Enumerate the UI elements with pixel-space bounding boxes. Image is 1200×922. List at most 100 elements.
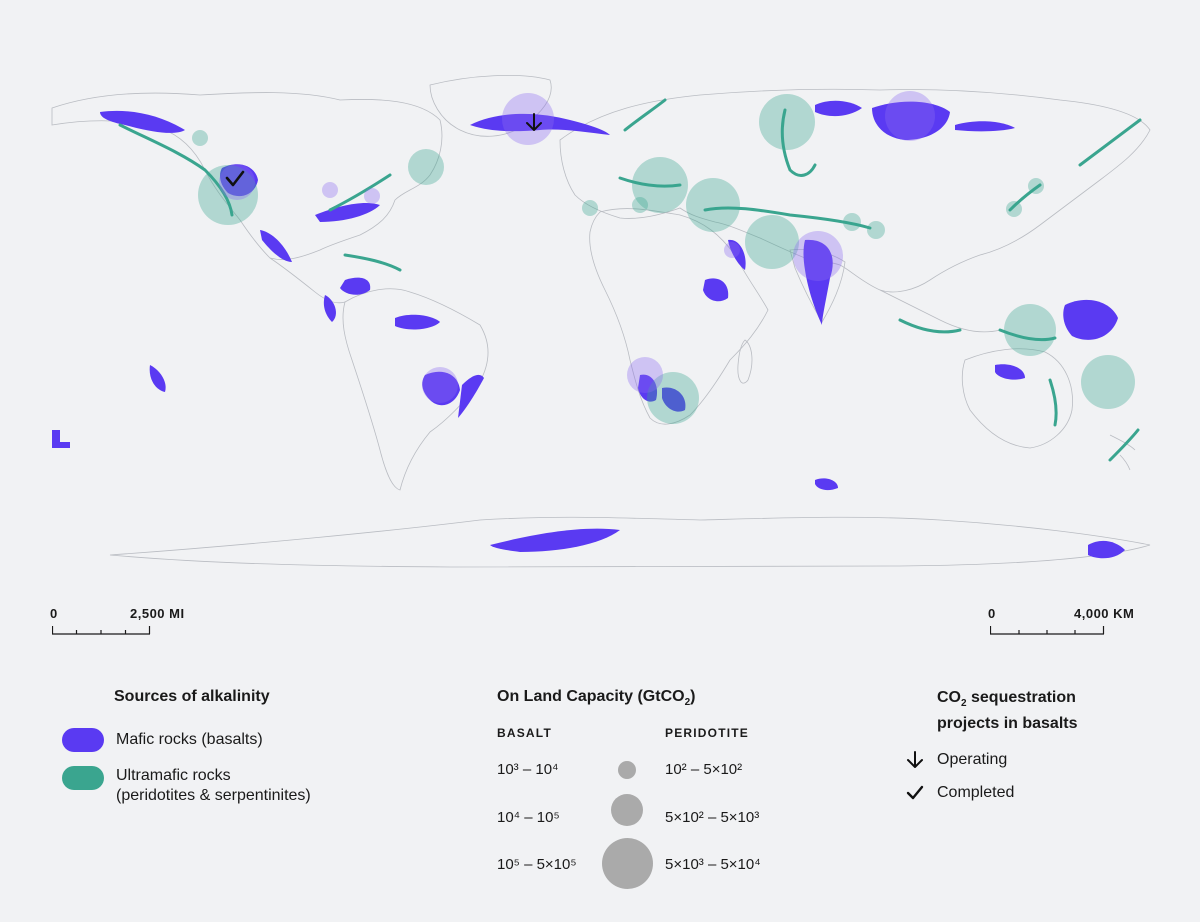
ultramafic-belt-asia-east bbox=[1078, 118, 1142, 167]
africa-outline bbox=[589, 208, 769, 425]
peridotite-circle-balkans bbox=[686, 178, 740, 232]
mafic-area-colombia bbox=[323, 295, 336, 322]
mafic-area-mexico bbox=[260, 230, 292, 262]
basalt-circle-parana bbox=[422, 367, 458, 403]
peridotite-range-large: 5×10³ – 5×10⁴ bbox=[665, 856, 761, 873]
central-america-outline bbox=[269, 257, 346, 304]
ultramafic-belt-australia bbox=[1048, 378, 1058, 427]
basalt-header: BASALT bbox=[497, 726, 552, 740]
scale-km-ruler bbox=[990, 626, 1105, 635]
mafic-area-siberia bbox=[872, 101, 950, 140]
ultramafic-belt-cordillera bbox=[118, 123, 234, 217]
scale-miles-zero: 0 bbox=[50, 606, 58, 621]
peridotite-circle-alaska bbox=[192, 130, 208, 146]
basalt-circle-iceland bbox=[502, 93, 554, 145]
peridotite-range-medium: 5×10² – 5×10³ bbox=[665, 809, 760, 826]
legend-projects-title: CO2 sequestration projects in basalts bbox=[937, 689, 1078, 733]
ultramafic-belt-southeast-asia bbox=[898, 318, 962, 334]
peridotite-circle-new-caledonia bbox=[1081, 355, 1135, 409]
legend-projects: CO2 sequestration projects in basalts Op… bbox=[905, 688, 1165, 816]
down-arrow-icon bbox=[907, 751, 923, 769]
mafic-area-amazon bbox=[395, 314, 440, 330]
completed-label: Completed bbox=[937, 784, 1015, 802]
mafic-label: Mafic rocks (basalts) bbox=[116, 731, 263, 748]
mafic-area-antarctica-east bbox=[1088, 540, 1125, 559]
peridotite-header: PERIDOTITE bbox=[665, 726, 750, 740]
peridotite-circle-southern-africa bbox=[647, 372, 699, 424]
mafic-area-ethiopia bbox=[703, 278, 729, 302]
land-outlines bbox=[51, 75, 1151, 568]
ultramafic-belt-urals bbox=[780, 108, 817, 177]
basalt-circle-north-america-east bbox=[364, 188, 380, 204]
new-zealand-outline bbox=[1109, 434, 1136, 471]
peridotite-circle-urals bbox=[759, 94, 815, 150]
basalt-capacity-circles bbox=[219, 91, 935, 403]
ultramafic-belt-japan bbox=[1008, 183, 1042, 212]
ultramafic-belt-caribbean bbox=[343, 253, 402, 272]
mafic-area-caribbean bbox=[340, 277, 371, 295]
scale-miles-ruler bbox=[52, 626, 151, 635]
ultramafic-sublabel: (peridotites & serpentinites) bbox=[116, 787, 311, 804]
basalt-circle-deccan bbox=[793, 231, 843, 281]
madagascar-outline bbox=[737, 339, 753, 384]
scale-km-zero: 0 bbox=[988, 606, 996, 621]
legend-alkalinity-title: Sources of alkalinity bbox=[114, 688, 270, 705]
scale-km-end: 4,000 KM bbox=[1074, 606, 1135, 621]
checkmark-icon bbox=[906, 785, 924, 800]
peridotite-circle-oman bbox=[745, 215, 799, 269]
legend-capacity: On Land Capacity (GtCO2) BASALT PERIDOTI… bbox=[497, 688, 827, 898]
legend-mafic-row: Mafic rocks (basalts) bbox=[62, 728, 422, 752]
mafic-area-deccan bbox=[803, 239, 833, 325]
ultramafic-swatch bbox=[62, 766, 104, 790]
peridotite-capacity-circles bbox=[192, 94, 1135, 424]
peridotite-circle-western-north-america bbox=[198, 165, 258, 225]
scale-bar-km: 0 4,000 KM bbox=[988, 606, 1160, 646]
peridotite-range-small: 10² – 5×10² bbox=[665, 761, 743, 778]
peridotite-circle-appalachian bbox=[408, 149, 444, 185]
basalt-range-small: 10³ – 10⁴ bbox=[497, 761, 559, 778]
peridotite-circle-iberia bbox=[582, 200, 598, 216]
basalt-range-large: 10⁵ – 5×10⁵ bbox=[497, 856, 577, 873]
ultramafic-belt-alps bbox=[618, 176, 682, 188]
ultramafic-belt-appalachian bbox=[328, 173, 392, 212]
ultramafic-belt-new-zealand bbox=[1108, 428, 1140, 462]
north-america-outline bbox=[51, 92, 443, 260]
mafic-area-columbia bbox=[220, 164, 258, 197]
mafic-area-pacific-islands bbox=[149, 365, 166, 392]
peridotite-circle-japan bbox=[1028, 178, 1044, 194]
mafic-area-north-america-east bbox=[315, 203, 380, 222]
basalt-circle-etendeka bbox=[627, 357, 663, 393]
scale-miles-end: 2,500 MI bbox=[130, 606, 185, 621]
australia-outline bbox=[961, 348, 1073, 449]
mafic-area-siberia-east bbox=[955, 121, 1015, 132]
mafic-swatch bbox=[62, 728, 104, 752]
capacity-dot-large bbox=[602, 838, 653, 889]
completed-project-marker bbox=[225, 170, 245, 187]
legend-capacity-title: On Land Capacity (GtCO2) bbox=[497, 688, 696, 709]
scale-bar-miles: 0 2,500 MI bbox=[50, 606, 212, 646]
mafic-area-parana bbox=[422, 371, 460, 406]
peridotite-circle-eastern-indonesia bbox=[1004, 304, 1056, 356]
peridotite-circle-central-asia bbox=[843, 213, 861, 231]
south-america-outline bbox=[342, 288, 489, 491]
mafic-area-namibia bbox=[638, 374, 658, 402]
basalt-circle-north-america-interior bbox=[322, 182, 338, 198]
mafic-area-russia bbox=[815, 100, 862, 117]
mafic-area-indonesia bbox=[1063, 299, 1118, 340]
mafic-area-brazil-coast bbox=[458, 374, 484, 418]
basalt-circle-siberia bbox=[885, 91, 935, 141]
basalt-circle-columbia-river bbox=[219, 164, 255, 200]
mafic-area-australia-north bbox=[995, 364, 1025, 380]
legend-ultramafic-row: Ultramafic rocks (peridotites & serpenti… bbox=[62, 766, 422, 806]
peridotite-circle-europe bbox=[632, 157, 688, 213]
mafic-area-far-left bbox=[52, 430, 70, 448]
mafic-area-kerguelen bbox=[815, 478, 838, 491]
antarctica-outline bbox=[109, 516, 1151, 568]
legend-completed-row: Completed bbox=[905, 783, 1165, 803]
mafic-rock-areas bbox=[52, 100, 1125, 559]
eurasia-outline bbox=[559, 88, 1151, 293]
mafic-area-antarctica-west bbox=[490, 528, 620, 552]
capacity-dot-small bbox=[618, 761, 636, 779]
operating-project-marker bbox=[526, 113, 542, 131]
ultramafic-label: Ultramafic rocks bbox=[116, 767, 231, 784]
